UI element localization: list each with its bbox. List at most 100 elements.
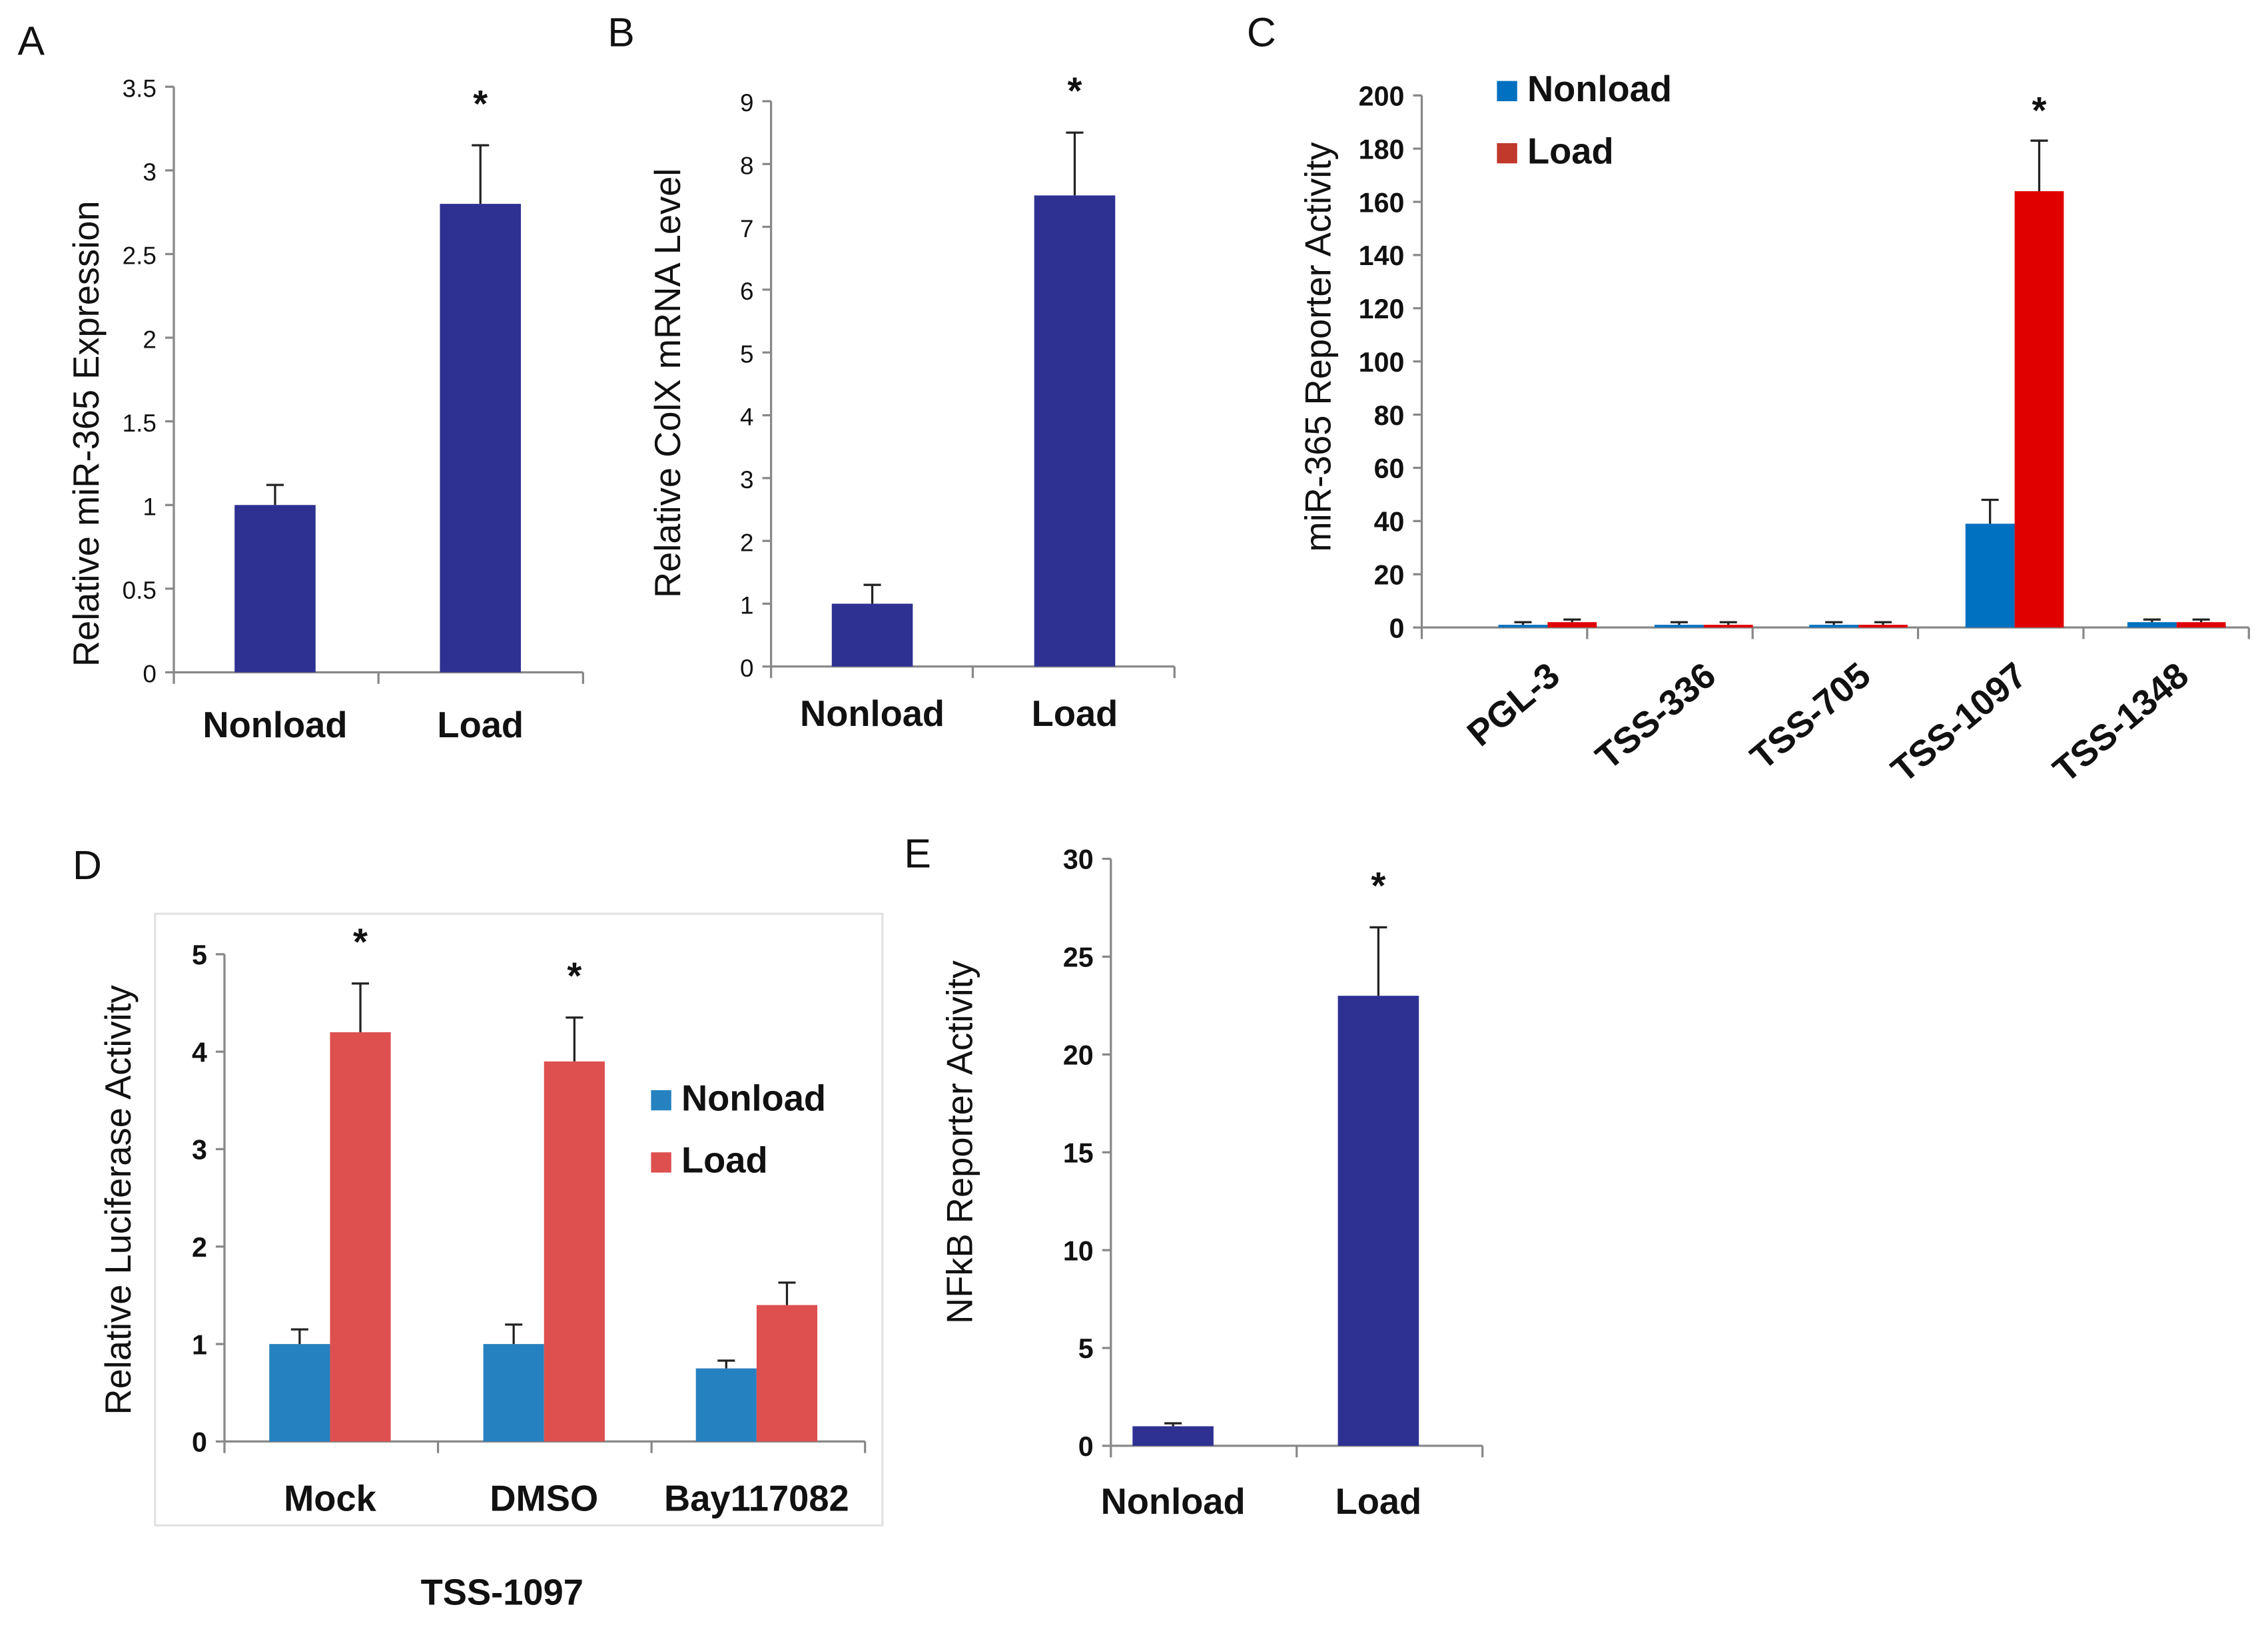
y-tick-label: 8 — [740, 152, 754, 179]
y-tick-label: 200 — [1359, 81, 1405, 111]
x-tick-label: PGL-3 — [1459, 655, 1567, 754]
x-tick-label: Nonload — [800, 693, 945, 734]
bar-value-nonload — [1132, 1426, 1214, 1446]
y-tick-label: 2 — [192, 1232, 207, 1263]
x-tick-label: Load — [1032, 693, 1118, 734]
bar-nonload-tss-705 — [1809, 625, 1859, 628]
y-tick-label: 120 — [1359, 294, 1405, 324]
y-tick-label: 0 — [740, 655, 754, 682]
significance-marker: * — [1371, 864, 1385, 906]
y-tick-label: 1 — [143, 493, 157, 520]
panel-label: A — [18, 18, 45, 63]
x-tick-label: TSS-1097 — [1884, 655, 2034, 791]
bar-nonload-dmso — [483, 1344, 544, 1442]
bar-nonload-tss-1097 — [1965, 523, 2015, 628]
bar-nonload-bay117082 — [695, 1368, 757, 1442]
panel-d: D 0 1 2 3 4 5 * Mock * DMSO Bay117082 Relative Lucif… — [73, 842, 867, 1613]
y-tick-label: 1.5 — [123, 410, 157, 437]
y-tick-label: 3 — [143, 159, 157, 186]
y-axis-label: Relative Luciferase Activity — [98, 984, 139, 1415]
x-tick-label: TSS-705 — [1742, 655, 1878, 777]
panel-label: C — [1247, 9, 1276, 55]
legend-swatch-load — [651, 1152, 671, 1173]
x-tick-label: Nonload — [1101, 1481, 1246, 1522]
legend-swatch-nonload — [651, 1090, 671, 1111]
y-tick-label: 160 — [1359, 187, 1405, 218]
y-tick-label: 30 — [1063, 844, 1094, 875]
significance-marker: * — [2032, 89, 2047, 131]
y-tick-label: 5 — [192, 940, 207, 970]
y-axis-label: NFkB Reporter Activity — [939, 960, 980, 1324]
y-tick-label: 3.5 — [123, 75, 157, 102]
bar-load-dmso — [544, 1061, 605, 1442]
bar-nonload-mock — [269, 1344, 330, 1442]
legend-label-nonload: Nonload — [681, 1078, 826, 1118]
y-tick-label: 2.5 — [123, 242, 157, 270]
bar-load-bay117082 — [756, 1305, 818, 1442]
bar-value-nonload — [234, 505, 316, 673]
y-tick-label: 80 — [1374, 400, 1405, 431]
x-tick-label: DMSO — [490, 1478, 598, 1519]
y-tick-label: 1 — [740, 592, 754, 619]
bar-nonload-pgl-3 — [1498, 625, 1548, 628]
bar-nonload-tss-336 — [1655, 625, 1704, 628]
legend-swatch-load — [1497, 143, 1517, 164]
panel-d-frame — [154, 912, 884, 1526]
significance-marker: * — [473, 83, 488, 125]
y-axis-label: Relative ColX mRNA Level — [647, 168, 688, 598]
y-tick-label: 2 — [740, 529, 754, 556]
y-tick-label: 60 — [1374, 454, 1405, 484]
x-tick-label: Bay117082 — [664, 1478, 849, 1519]
legend-label-nonload: Nonload — [1527, 69, 1672, 109]
legend-swatch-nonload — [1497, 81, 1517, 101]
y-tick-label: 15 — [1063, 1138, 1094, 1168]
y-tick-label: 0.5 — [123, 577, 157, 604]
y-tick-label: 2 — [143, 326, 157, 353]
panel-e: E 0 5 10 15 20 25 30 Nonload * Load NFkB Reporter A… — [904, 831, 1484, 1522]
panel-a: A 0 0.5 1 1.5 2 2.5 3 3.5 Nonload * Load Relative mi… — [18, 18, 585, 745]
y-tick-label: 4 — [740, 404, 754, 431]
panel-c: C 0 20 40 60 80 100 120 140 160 180 200 PGL-3 TSS-336… — [1247, 9, 2250, 791]
significance-marker: * — [567, 955, 581, 997]
bar-load-mock — [330, 1032, 391, 1442]
y-tick-label: 1 — [192, 1329, 207, 1360]
y-axis-label: miR-365 Reporter Activity — [1298, 142, 1339, 552]
x-axis-label: TSS-1097 — [421, 1572, 583, 1613]
x-tick-label: Nonload — [202, 705, 347, 745]
y-tick-label: 25 — [1063, 942, 1094, 973]
x-tick-label: Load — [437, 705, 524, 745]
y-tick-label: 3 — [192, 1135, 207, 1165]
panel-b: B 0 1 2 3 4 5 6 7 8 9 Nonload * Load Relative ColX mRN… — [607, 9, 1176, 734]
panel-label: E — [904, 831, 931, 876]
y-tick-label: 20 — [1374, 559, 1405, 590]
y-tick-label: 20 — [1063, 1040, 1094, 1071]
bar-load-tss-336 — [1703, 625, 1753, 628]
y-tick-label: 9 — [740, 89, 754, 117]
bar-value-load — [440, 204, 522, 673]
x-tick-label: TSS-1348 — [2046, 655, 2196, 791]
bar-load-tss-705 — [1858, 625, 1908, 628]
x-tick-label: Load — [1335, 1481, 1422, 1522]
y-tick-label: 40 — [1374, 507, 1405, 537]
y-tick-label: 5 — [1078, 1333, 1094, 1364]
x-tick-label: TSS-336 — [1588, 655, 1723, 777]
bar-load-pgl-3 — [1547, 622, 1597, 628]
bar-value-nonload — [831, 603, 913, 667]
y-tick-label: 10 — [1063, 1235, 1094, 1266]
y-tick-label: 0 — [1078, 1431, 1094, 1462]
bar-load-tss-1348 — [2176, 622, 2226, 628]
y-tick-label: 0 — [143, 661, 157, 688]
significance-marker: * — [353, 920, 368, 962]
y-axis-label: Relative miR-365 Expression — [66, 200, 107, 667]
bar-value-load — [1034, 195, 1116, 667]
y-tick-label: 3 — [740, 466, 754, 493]
bar-value-load — [1337, 996, 1419, 1446]
legend-label-load: Load — [681, 1140, 768, 1181]
y-tick-label: 180 — [1359, 134, 1405, 164]
panel-label: B — [607, 9, 635, 55]
x-tick-label: Mock — [284, 1478, 377, 1519]
bar-nonload-tss-1348 — [2127, 622, 2177, 628]
y-tick-label: 4 — [192, 1037, 207, 1068]
bar-load-tss-1097 — [2014, 191, 2064, 628]
